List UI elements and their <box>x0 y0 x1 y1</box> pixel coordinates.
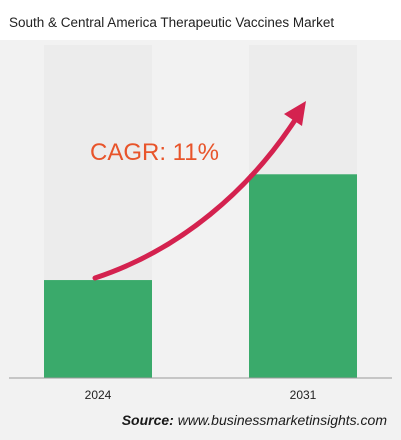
bar-2031 <box>249 174 357 378</box>
x-tick-label-2024: 2024 <box>85 388 112 402</box>
cagr-annotation: CAGR: 11% <box>90 139 219 166</box>
growth-arrow-line <box>92 114 300 281</box>
chart-title: South & Central America Therapeutic Vacc… <box>9 15 335 30</box>
growth-arrow-head <box>284 101 306 126</box>
source-note: Source: www.businessmarketinsights.com <box>122 412 387 428</box>
source-url: www.businessmarketinsights.com <box>177 412 387 428</box>
bar-2024 <box>44 280 152 378</box>
source-label: Source: <box>121 412 174 428</box>
x-tick-label-2031: 2031 <box>290 388 317 402</box>
